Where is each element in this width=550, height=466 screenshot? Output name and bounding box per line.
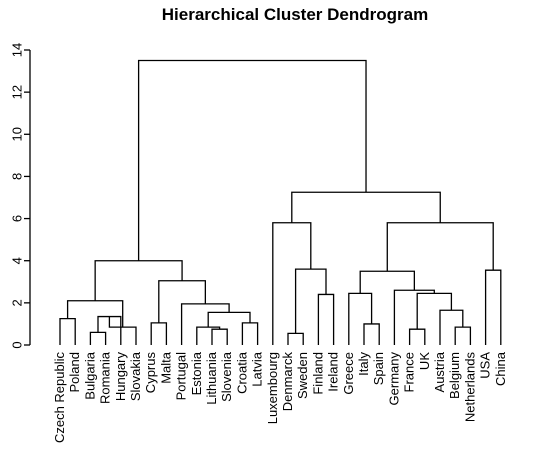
leaf-label: Denmarck — [280, 352, 295, 412]
dendrogram-branch — [59, 318, 76, 345]
leaf-label: Sweden — [295, 352, 310, 399]
y-tick-label: 0 — [9, 341, 24, 348]
y-tick-label: 8 — [9, 173, 24, 180]
leaf-label: China — [493, 351, 508, 386]
y-tick-label: 2 — [9, 299, 24, 306]
dendrogram-branch — [416, 292, 453, 330]
leaf-label: Poland — [67, 352, 82, 392]
dendrogram-branch — [287, 332, 304, 345]
dendrogram-branch — [363, 323, 380, 345]
leaf-label: Finland — [310, 352, 325, 395]
dendrogram-branch — [211, 328, 228, 345]
leaf-label: USA — [478, 352, 493, 379]
leaf-label: UK — [417, 352, 432, 370]
dendrogram-branch — [89, 331, 107, 345]
leaf-label: France — [402, 352, 417, 392]
leaf-label: Malta — [158, 351, 173, 384]
leaf-label: Czech Republic — [52, 352, 67, 444]
dendrogram-branch — [386, 222, 494, 272]
dendrogram-branch — [454, 326, 472, 345]
leaf-label: Portugal — [174, 352, 189, 401]
leaf-label: Germany — [386, 352, 401, 406]
leaf-label: Luxembourg — [265, 352, 280, 424]
dendrogram-branch — [137, 59, 367, 261]
leaf-label: Lithuania — [204, 351, 219, 405]
chart-title: Hierarchical Cluster Dendrogram — [162, 5, 428, 24]
leaf-label: Ireland — [326, 352, 341, 392]
dendrogram-branches — [59, 59, 502, 345]
leaf-label: Belgium — [447, 352, 462, 399]
y-tick-label: 14 — [9, 43, 24, 57]
y-tick-label: 12 — [9, 85, 24, 99]
dendrogram-branch — [180, 303, 230, 345]
leaf-label: Spain — [371, 352, 386, 385]
leaf-label: Hungary — [113, 352, 128, 402]
leaf-label: Estonia — [189, 351, 204, 395]
leaf-label: Latvia — [250, 351, 265, 386]
y-axis: 0 2 4 6 8 10 12 14 — [9, 43, 31, 349]
leaf-label: Slovenia — [219, 351, 234, 402]
dendrogram-branch — [291, 191, 441, 223]
leaf-label: Slovakia — [128, 351, 143, 401]
dendrogram-branch — [66, 300, 124, 328]
leaf-label: Greece — [341, 352, 356, 395]
leaf-label: Cyprus — [143, 352, 158, 394]
y-tick-label: 4 — [9, 257, 24, 264]
y-tick-label: 6 — [9, 215, 24, 222]
leaf-label: Italy — [356, 352, 371, 376]
dendrogram-branch — [393, 289, 435, 345]
leaf-label: Romania — [98, 351, 113, 404]
leaf-label: Croatia — [234, 351, 249, 394]
leaf-label: Netherlands — [462, 352, 477, 423]
leaf-label: Austria — [432, 351, 447, 392]
dendrogram-branch — [348, 292, 373, 345]
dendrogram-branch — [484, 269, 502, 345]
leaf-label: Bulgaria — [82, 351, 97, 399]
dendrogram-branch — [150, 322, 168, 345]
dendrogram-branch — [241, 322, 259, 345]
leaf-labels: Czech Republic Poland Bulgaria Romania Hunga… — [52, 351, 508, 443]
y-tick-label: 10 — [9, 127, 24, 141]
dendrogram-branch — [408, 328, 426, 345]
dendrogram-branch — [317, 293, 335, 345]
dendrogram-branch — [294, 268, 327, 334]
dendrogram-branch — [272, 222, 312, 345]
dendrogram-branch — [207, 311, 251, 328]
